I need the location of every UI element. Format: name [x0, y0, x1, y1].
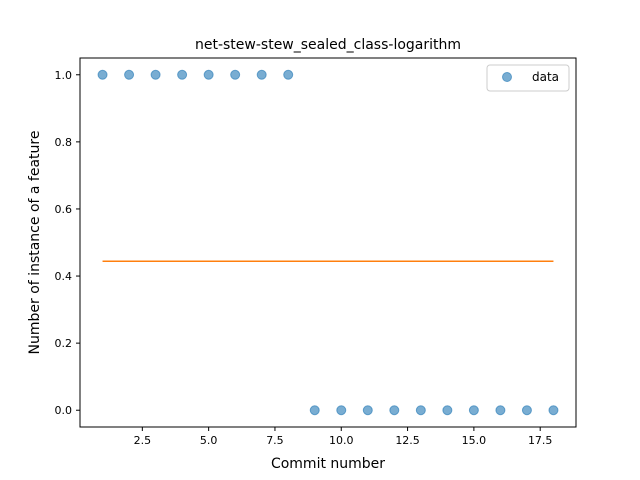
data-point — [336, 405, 347, 416]
plot-area — [97, 69, 559, 416]
y-axis: 0.0 0.2 0.4 0.6 0.8 1.0 — [55, 69, 80, 417]
legend-box — [486, 64, 570, 92]
legend: data — [486, 64, 570, 92]
y-tick-label: 0.6 — [55, 203, 73, 216]
y-tick-label: 0.4 — [55, 270, 73, 283]
x-tick-label: 15.0 — [462, 434, 487, 447]
x-tick-label: 17.5 — [528, 434, 553, 447]
data-point — [468, 405, 479, 416]
legend-label: data — [532, 70, 559, 84]
data-point — [442, 405, 453, 416]
data-point — [495, 405, 506, 416]
y-tick-label: 0.0 — [55, 404, 73, 417]
x-tick-label: 5.0 — [200, 434, 218, 447]
y-tick-label: 0.8 — [55, 136, 73, 149]
x-tick-label: 2.5 — [134, 434, 152, 447]
data-point — [150, 69, 161, 80]
data-point — [230, 69, 241, 80]
data-point — [283, 69, 294, 80]
data-point — [362, 405, 373, 416]
x-tick-label: 10.0 — [329, 434, 354, 447]
data-point — [97, 69, 108, 80]
y-axis-label: Number of instance of a feature — [27, 131, 43, 355]
x-tick-label: 12.5 — [395, 434, 420, 447]
data-point — [203, 69, 214, 80]
data-point — [415, 405, 426, 416]
plot-frame — [79, 57, 577, 428]
data-point — [548, 405, 559, 416]
data-point — [389, 405, 400, 416]
y-tick-label: 0.2 — [55, 337, 73, 350]
x-axis: 2.5 5.0 7.5 10.0 12.5 15.0 17.5 — [134, 427, 553, 447]
data-point — [309, 405, 320, 416]
data-point — [177, 69, 188, 80]
x-axis-label: Commit number — [271, 456, 385, 472]
chart-title: net-stew-stew_sealed_class-logarithm — [195, 37, 461, 53]
y-tick-label: 1.0 — [55, 69, 73, 82]
x-tick-label: 7.5 — [266, 434, 284, 447]
data-point — [256, 69, 267, 80]
data-point — [124, 69, 135, 80]
data-point — [521, 405, 532, 416]
legend-marker — [502, 72, 512, 82]
